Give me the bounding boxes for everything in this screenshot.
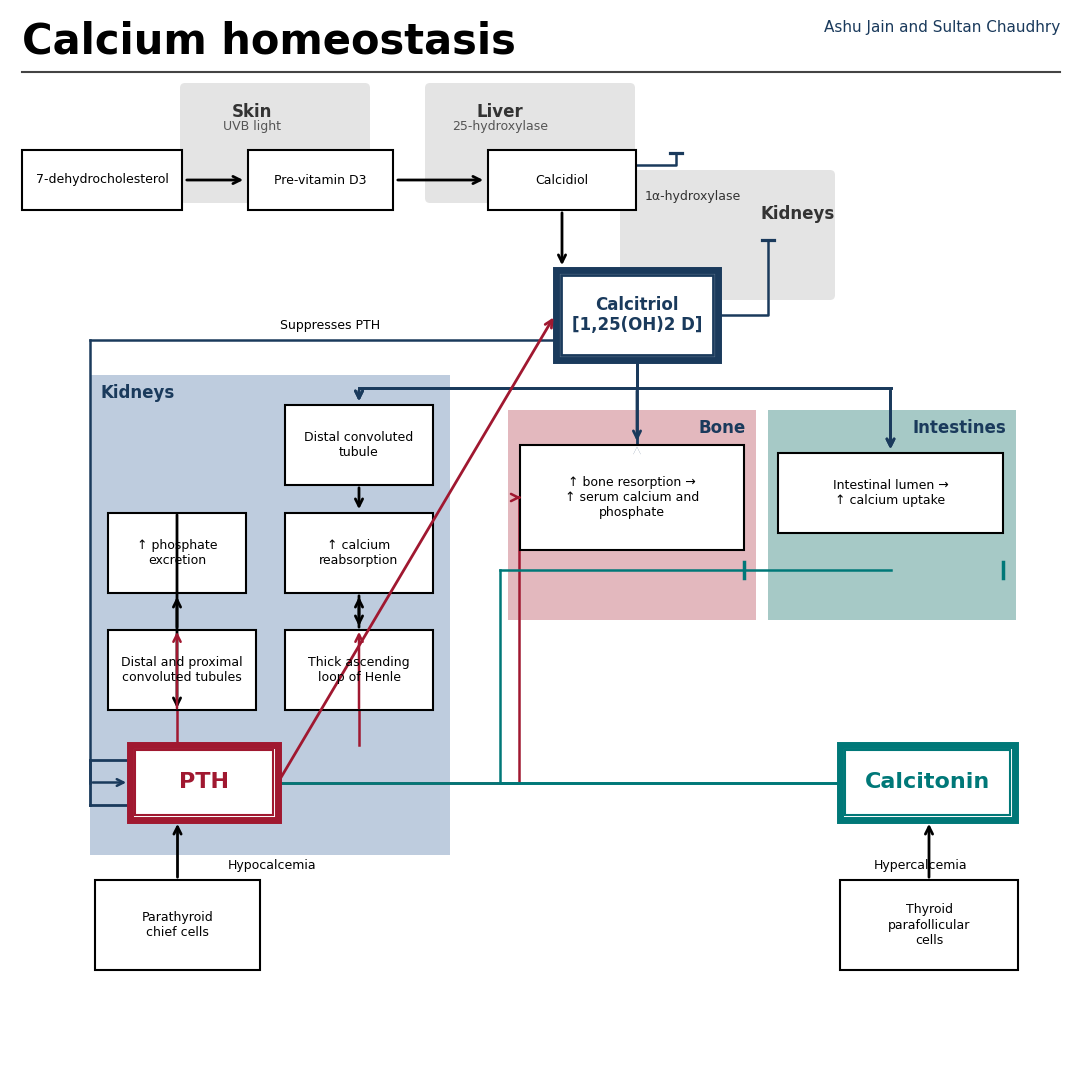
Text: UVB light: UVB light [223, 120, 281, 133]
Bar [508, 410, 756, 620]
Bar [520, 445, 744, 550]
Text: ↑ calcium
reabsorption: ↑ calcium reabsorption [319, 539, 399, 567]
Bar [285, 630, 433, 710]
Bar [22, 150, 182, 210]
Text: PTH: PTH [179, 773, 229, 792]
Text: Suppresses PTH: Suppresses PTH [280, 319, 381, 332]
FancyBboxPatch shape [181, 83, 370, 203]
Bar [778, 453, 1003, 533]
Bar [845, 750, 1010, 815]
Text: Distal and proximal
convoluted tubules: Distal and proximal convoluted tubules [121, 656, 243, 684]
Text: Skin: Skin [231, 103, 272, 121]
Text: Ashu Jain and Sultan Chaudhry: Ashu Jain and Sultan Chaudhry [824, 20, 1060, 35]
Bar [285, 513, 433, 593]
Bar [135, 750, 273, 815]
Text: Calcium homeostasis: Calcium homeostasis [22, 20, 516, 62]
Text: Intestinal lumen →
↑ calcium uptake: Intestinal lumen → ↑ calcium uptake [832, 479, 948, 507]
Bar [561, 276, 713, 355]
Bar [488, 150, 636, 210]
FancyBboxPatch shape [620, 170, 835, 300]
Text: 1α-hydroxylase: 1α-hydroxylase [645, 190, 742, 203]
Bar [108, 513, 246, 593]
Text: Intestines: Intestines [912, 419, 1006, 437]
FancyBboxPatch shape [425, 83, 635, 203]
Text: Pre-vitamin D3: Pre-vitamin D3 [275, 174, 366, 187]
Text: Thick ascending
loop of Henle: Thick ascending loop of Henle [308, 656, 410, 684]
Bar [108, 630, 256, 710]
Text: ↑ phosphate
excretion: ↑ phosphate excretion [137, 539, 217, 567]
Text: Bone: Bone [698, 419, 746, 437]
Text: Kidneys: Kidneys [760, 205, 835, 223]
Text: Calcidiol: Calcidiol [535, 174, 588, 187]
Text: Calcitonin: Calcitonin [865, 773, 990, 792]
Text: ↑ bone resorption →
↑ serum calcium and
phosphate: ↑ bone resorption → ↑ serum calcium and … [565, 476, 699, 519]
Bar [840, 745, 1015, 820]
Text: Thyroid
parafollicular
cells: Thyroid parafollicular cells [888, 904, 970, 947]
Bar [285, 405, 433, 485]
Bar [90, 375, 450, 855]
Text: Liver: Liver [477, 103, 523, 121]
Text: 25-hydroxylase: 25-hydroxylase [452, 120, 548, 133]
Text: Calcitriol
[1,25(OH)2 D]: Calcitriol [1,25(OH)2 D] [572, 296, 703, 334]
Text: Distal convoluted
tubule: Distal convoluted tubule [305, 431, 414, 459]
Bar [768, 410, 1016, 620]
Text: Parathyroid
chief cells: Parathyroid chief cells [142, 911, 213, 939]
Bar [840, 880, 1018, 970]
Bar [95, 880, 261, 970]
Text: Kidneys: Kidneys [101, 384, 174, 402]
Bar [130, 745, 278, 820]
Text: Hypercalcemia: Hypercalcemia [875, 859, 967, 872]
Bar [248, 150, 393, 210]
Text: Hypocalcemia: Hypocalcemia [227, 859, 316, 872]
Text: 7-dehydrocholesterol: 7-dehydrocholesterol [36, 174, 169, 187]
Bar [556, 270, 718, 360]
